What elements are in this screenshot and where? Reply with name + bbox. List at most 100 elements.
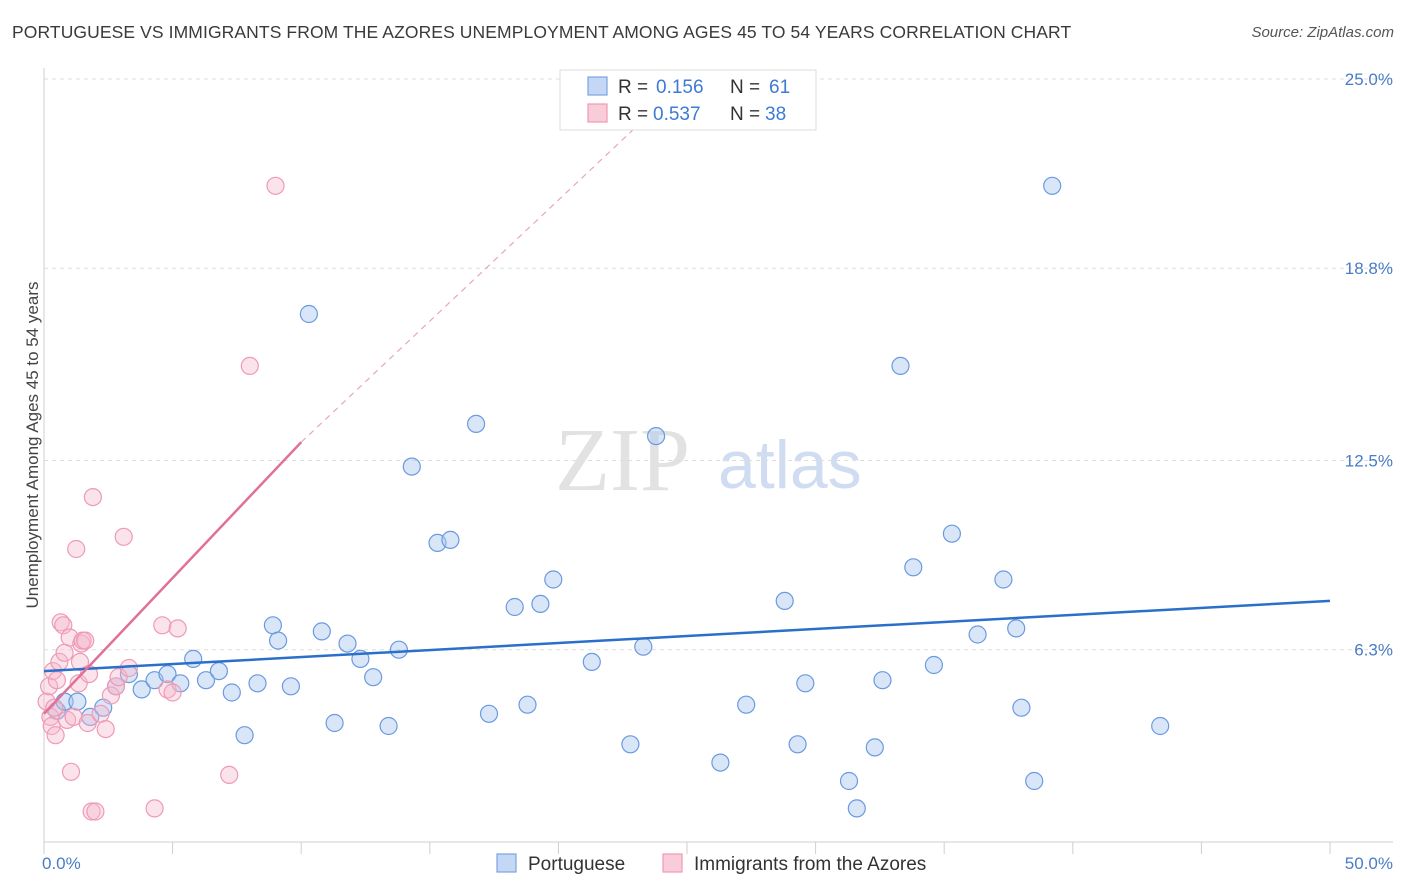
series-legend: Portuguese Immigrants from the Azores — [496, 853, 926, 875]
point-portuguese-30 — [441, 530, 460, 550]
y-tick-labels: 6.3% 12.5% 18.8% 25.0% — [1345, 70, 1393, 660]
point-azores-34 — [145, 799, 164, 818]
point-portuguese-28 — [402, 457, 421, 476]
point-portuguese-46 — [839, 771, 859, 791]
point-azores-32 — [114, 527, 133, 546]
legend-r-label-2: R = — [618, 104, 648, 125]
point-portuguese-18 — [269, 631, 288, 650]
bottom-legend-portuguese: Portuguese — [528, 854, 625, 875]
point-azores-25 — [83, 488, 103, 507]
trend-lines — [300, 78, 688, 443]
point-azores-26 — [86, 802, 105, 821]
point-portuguese-37 — [582, 652, 601, 672]
point-azores-36 — [158, 680, 177, 699]
point-portuguese-27 — [389, 640, 408, 659]
point-portuguese-56 — [1007, 619, 1026, 638]
legend-r-label-1: R = — [618, 77, 648, 98]
point-portuguese-13 — [209, 661, 228, 681]
point-portuguese-36 — [544, 570, 563, 589]
point-portuguese-26 — [379, 716, 398, 736]
point-portuguese-53 — [942, 524, 962, 543]
point-portuguese-17 — [263, 616, 282, 635]
point-azores-11 — [55, 643, 74, 662]
y-tick-label-0: 6.3% — [1354, 641, 1393, 660]
point-portuguese-49 — [873, 671, 892, 690]
x-tick-label-min: 0.0% — [42, 854, 81, 873]
point-portuguese-45 — [796, 674, 815, 693]
point-azores-16 — [67, 539, 86, 559]
point-portuguese-60 — [1151, 716, 1170, 736]
point-azores-40 — [240, 356, 259, 375]
legend-swatch-portuguese — [587, 76, 608, 96]
chart-title: PORTUGUESE VS IMMIGRANTS FROM THE AZORES… — [12, 22, 1072, 42]
point-azores-28 — [96, 719, 115, 739]
point-portuguese-51 — [904, 558, 923, 577]
point-portuguese-44 — [788, 735, 807, 754]
legend-n-value-2: 38 — [765, 104, 786, 125]
trend-line-azores — [43, 441, 303, 715]
bottom-legend-swatch-azores — [662, 853, 683, 873]
point-portuguese-2 — [68, 692, 87, 711]
bottom-legend-azores: Immigrants from the Azores — [694, 854, 926, 875]
point-azores-31 — [109, 668, 128, 687]
y-tick-label-3: 25.0% — [1345, 70, 1393, 89]
legend-r-value-2: 0.537 — [653, 104, 701, 125]
point-portuguese-15 — [235, 726, 254, 745]
point-azores-9 — [51, 613, 70, 632]
point-azores-38 — [168, 619, 187, 638]
point-azores-24 — [82, 802, 101, 821]
point-portuguese-42 — [737, 695, 756, 714]
point-portuguese-22 — [325, 713, 344, 733]
point-portuguese-23 — [338, 634, 357, 653]
point-portuguese-43 — [775, 591, 794, 611]
y-axis-label: Unemployment Among Ages 45 to 54 years — [23, 282, 42, 609]
point-portuguese-7 — [132, 680, 151, 699]
point-portuguese-35 — [531, 594, 550, 614]
legend-swatch-azores — [587, 103, 608, 123]
point-portuguese-31 — [467, 414, 486, 433]
trend-line-portuguese — [43, 599, 1331, 673]
point-azores-27 — [91, 704, 110, 723]
point-portuguese-40 — [646, 427, 666, 446]
point-portuguese-32 — [479, 704, 499, 723]
point-portuguese-52 — [924, 655, 944, 675]
point-azores-14 — [61, 762, 81, 781]
point-portuguese-9 — [158, 664, 177, 684]
point-azores-6 — [46, 726, 65, 745]
point-portuguese-54 — [968, 625, 987, 644]
point-azores-21 — [76, 631, 95, 650]
point-portuguese-50 — [891, 356, 910, 375]
y-tick-label-1: 12.5% — [1345, 452, 1393, 471]
point-portuguese-39 — [634, 637, 653, 656]
point-portuguese-12 — [196, 671, 216, 690]
point-portuguese-58 — [1025, 771, 1044, 791]
point-portuguese-47 — [847, 799, 866, 818]
point-portuguese-59 — [1043, 176, 1062, 195]
point-portuguese-34 — [518, 695, 537, 714]
point-portuguese-11 — [184, 649, 203, 669]
point-portuguese-41 — [711, 753, 730, 772]
stats-legend: R = 0.156 N = 61 R = 0.537 N = 38 — [559, 69, 817, 131]
source-credit: Source: ZipAtlas.com — [1251, 24, 1394, 41]
trend-line-azores-extension — [300, 78, 688, 443]
point-azores-18 — [70, 652, 90, 672]
point-azores-35 — [153, 616, 172, 635]
watermark-atlas: atlas — [718, 427, 862, 503]
point-portuguese-16 — [248, 674, 267, 693]
point-portuguese-20 — [299, 304, 318, 324]
point-portuguese-38 — [621, 735, 640, 754]
point-portuguese-25 — [364, 668, 383, 687]
point-azores-39 — [220, 765, 239, 785]
legend-n-label-2: N = — [730, 104, 760, 125]
point-portuguese-48 — [865, 738, 884, 757]
point-portuguese-21 — [312, 622, 331, 641]
point-azores-5 — [45, 698, 64, 717]
y-tick-label-2: 18.8% — [1345, 259, 1393, 278]
bottom-legend-swatch-portuguese — [496, 853, 517, 873]
point-azores-41 — [266, 176, 285, 195]
point-azores-29 — [101, 686, 121, 705]
point-azores-3 — [42, 716, 61, 736]
point-portuguese-33 — [505, 597, 524, 617]
point-portuguese-19 — [281, 677, 300, 696]
